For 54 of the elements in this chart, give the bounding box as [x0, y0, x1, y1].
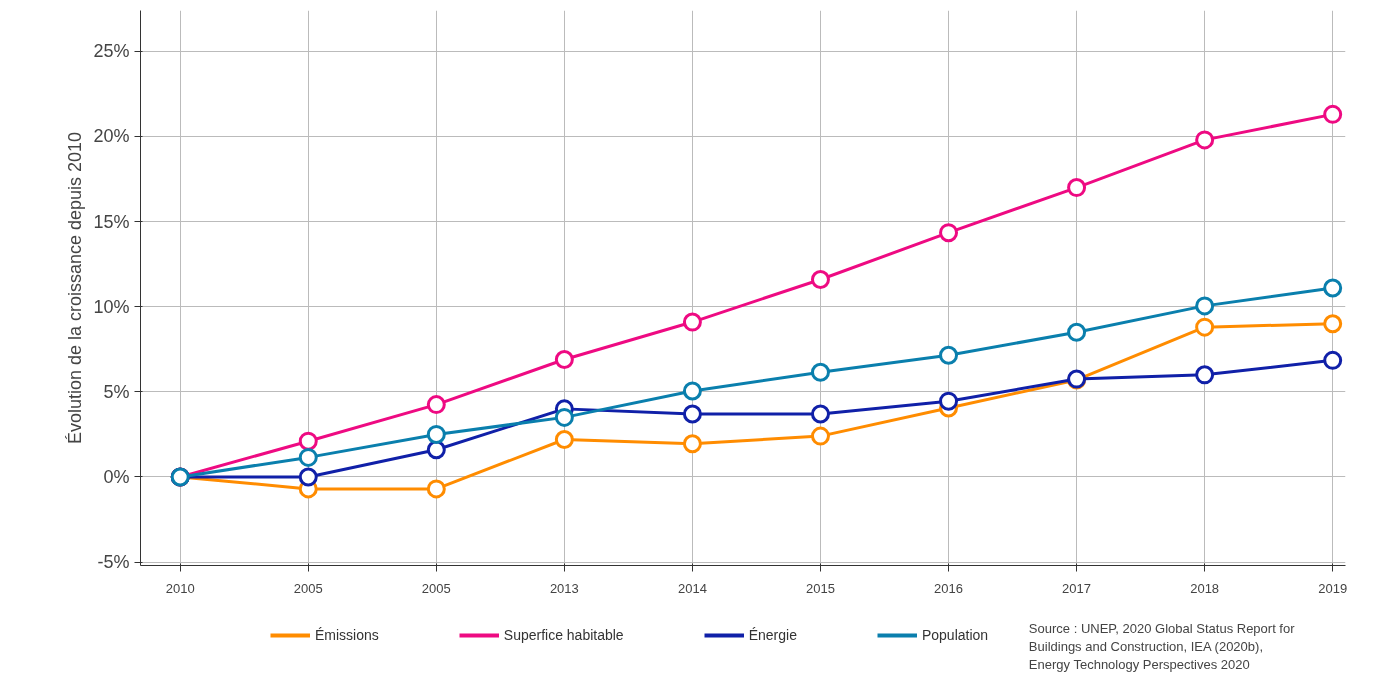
y-tick-label: 10%	[93, 296, 130, 317]
x-tick-label: 2017	[1062, 580, 1092, 596]
point	[810, 404, 830, 424]
point	[939, 345, 959, 365]
source-note: Source : UNEP, 2020 Global Status Report for Buildings and Construction, IEA (2020b), Energy Technology Perspectives 2020	[1028, 620, 1296, 672]
point	[426, 395, 446, 415]
point	[1323, 350, 1343, 370]
point	[682, 404, 702, 424]
point	[298, 467, 318, 487]
y-tick-label: 25%	[93, 41, 130, 62]
point	[939, 391, 959, 411]
x-tick-label: 2018	[1190, 580, 1220, 596]
point	[810, 426, 830, 446]
y-tick-label: -5%	[97, 552, 130, 573]
y-tick-label: 5%	[103, 381, 130, 402]
point	[1195, 130, 1215, 150]
legend-label: Superfice habitable	[503, 627, 624, 643]
point	[1067, 322, 1087, 342]
point	[939, 223, 959, 243]
legend-label: Énergie	[748, 627, 797, 643]
point	[1323, 278, 1343, 298]
point	[810, 362, 830, 382]
point	[682, 381, 702, 401]
point	[682, 434, 702, 454]
point	[426, 440, 446, 460]
point	[1195, 296, 1215, 316]
y-tick-label: 0%	[103, 466, 130, 487]
x-tick-label: 2016	[934, 580, 963, 596]
y-axis-title: Évolution de la croissance depuis 2010	[65, 131, 86, 445]
x-tick-label: 2014	[677, 580, 707, 596]
point	[1195, 365, 1215, 385]
y-tick-label: 20%	[93, 126, 130, 147]
point	[1067, 178, 1087, 198]
x-tick-label: 2005	[421, 580, 451, 596]
x-tick-label: 2005	[293, 580, 323, 596]
x-tick-label: 2019	[1318, 580, 1348, 596]
point	[810, 270, 830, 289]
x-tick-label: 2013	[549, 580, 579, 596]
x-tick-label: 2015	[806, 580, 835, 596]
legend-label: Population	[921, 627, 989, 643]
point	[682, 312, 702, 332]
point	[554, 430, 574, 449]
point	[298, 447, 318, 467]
point	[1323, 104, 1343, 124]
legend-label: Émissions	[315, 627, 379, 643]
point	[426, 424, 446, 444]
point	[426, 479, 446, 499]
y-tick-label: 15%	[93, 211, 130, 232]
point	[1195, 317, 1215, 337]
point	[298, 431, 318, 451]
point	[1323, 314, 1343, 334]
point	[554, 407, 574, 427]
point	[554, 350, 574, 369]
x-tick-label: 2010	[165, 580, 195, 596]
